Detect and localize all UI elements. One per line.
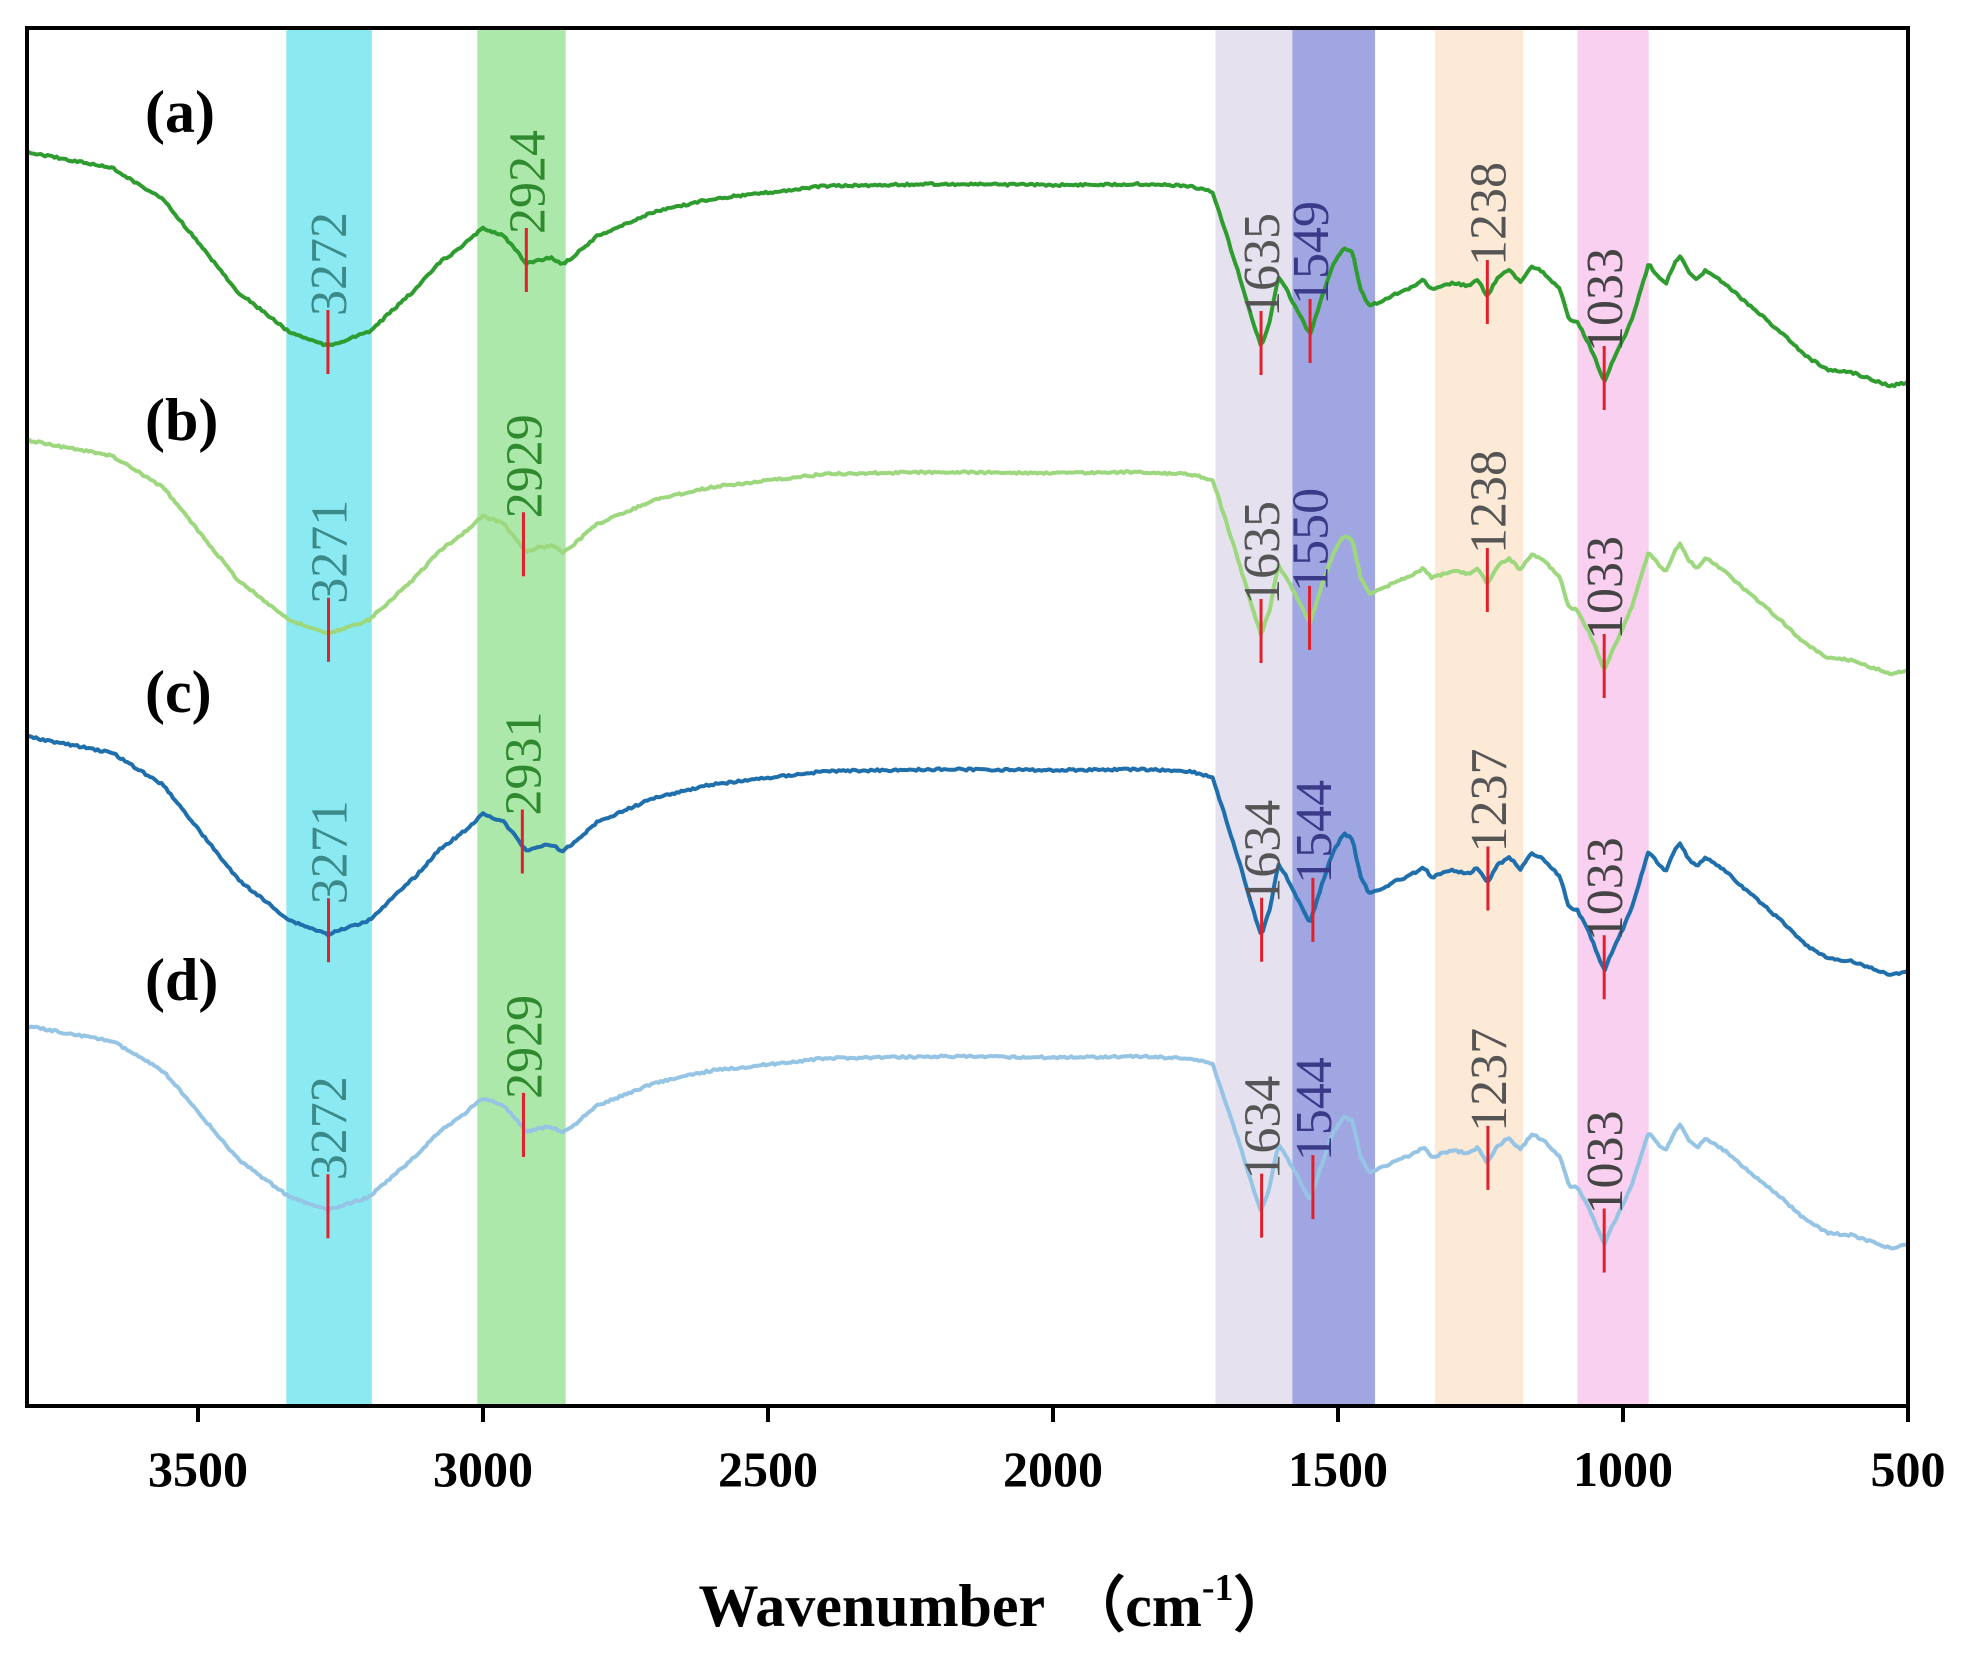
x-tick-label-0: 3500 (148, 1441, 248, 1497)
series-1-curve (26, 438, 1909, 677)
x-tick-label-5: 1000 (1573, 1441, 1673, 1497)
peak-label-0-2: 1635 (1234, 213, 1291, 317)
peak-label-3-4: 1237 (1461, 1028, 1518, 1132)
spectrum-curves (25, 149, 1910, 1251)
panel-label-3: (d) (145, 947, 218, 1013)
series-2-curve (26, 734, 1910, 977)
peak-label-1-1: 2929 (496, 414, 553, 518)
peak-label-3-2: 1634 (1235, 1076, 1292, 1180)
x-axis-ticks: 3500 3000 2500 2000 1500 1000 500 (148, 1406, 1946, 1497)
peak-label-1-3: 1550 (1283, 488, 1340, 592)
x-axis-title: Wavenumber （cm-1） (699, 1567, 1294, 1639)
peak-label-3-5: 1033 (1577, 1111, 1634, 1215)
peak-label-0-1: 2924 (499, 130, 556, 234)
series-0-curve (25, 149, 1910, 389)
peak-label-2-1: 2931 (495, 711, 552, 815)
panel-label-0: (a) (145, 79, 215, 145)
peak-label-2-0: 3271 (302, 800, 359, 904)
peak-label-0-0: 3272 (301, 212, 358, 316)
peak-label-2-5: 1033 (1577, 837, 1634, 941)
peak-label-1-4: 1238 (1460, 450, 1517, 554)
peak-label-2-4: 1237 (1461, 748, 1518, 852)
panel-label-1: (b) (145, 387, 218, 453)
peak-label-2-3: 1544 (1286, 780, 1343, 884)
x-tick-label-6: 500 (1871, 1441, 1946, 1497)
x-tick-label-1: 3000 (433, 1441, 533, 1497)
peak-label-3-3: 1544 (1286, 1057, 1343, 1161)
band-4 (1434, 30, 1524, 1404)
highlight-bands (286, 30, 1649, 1404)
panel-labels: (a) (b) (c) (d) (145, 79, 218, 1013)
panel-label-2: (c) (145, 659, 212, 725)
series-3-curve (26, 1024, 1909, 1251)
band-2 (1215, 30, 1293, 1404)
x-tick-label-2: 2500 (718, 1441, 818, 1497)
peak-label-0-4: 1238 (1460, 162, 1517, 266)
peak-label-3-0: 3272 (301, 1076, 358, 1180)
peak-label-3-1: 2929 (496, 995, 553, 1099)
peak-label-0-5: 1033 (1577, 248, 1634, 352)
peak-label-1-2: 1635 (1234, 501, 1291, 605)
x-tick-label-4: 1500 (1288, 1441, 1388, 1497)
peak-label-1-0: 3271 (302, 500, 359, 604)
plot-frame (25, 26, 1910, 1408)
peak-label-0-3: 1549 (1283, 201, 1340, 305)
band-3 (1292, 30, 1376, 1404)
x-tick-label-3: 2000 (1003, 1441, 1103, 1497)
peak-label-1-5: 1033 (1577, 536, 1634, 640)
peak-label-2-2: 1634 (1235, 800, 1292, 904)
